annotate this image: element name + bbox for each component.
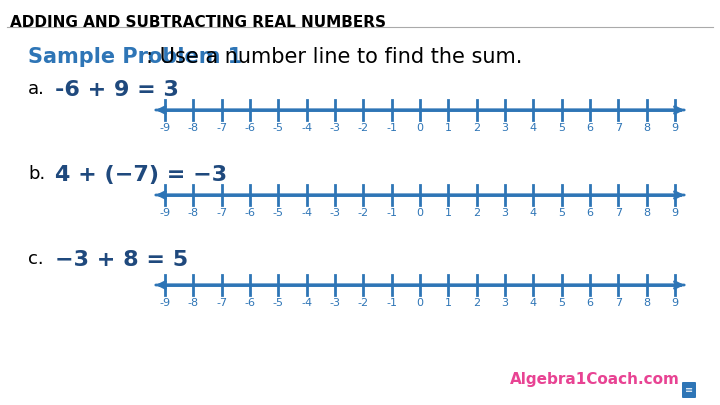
- Text: -2: -2: [358, 123, 369, 133]
- Text: 2: 2: [473, 298, 480, 308]
- Text: -4: -4: [301, 298, 312, 308]
- Text: -4: -4: [301, 208, 312, 218]
- Text: -2: -2: [358, 298, 369, 308]
- Text: -5: -5: [273, 298, 284, 308]
- Text: 4: 4: [530, 123, 537, 133]
- Text: -6 + 9 = 3: -6 + 9 = 3: [55, 80, 179, 100]
- Text: 8: 8: [643, 123, 650, 133]
- Text: -5: -5: [273, 123, 284, 133]
- Text: a.: a.: [28, 80, 45, 98]
- Text: 7: 7: [615, 298, 622, 308]
- Text: 8: 8: [643, 208, 650, 218]
- Text: -4: -4: [301, 123, 312, 133]
- Text: 8: 8: [643, 298, 650, 308]
- Text: 9: 9: [672, 298, 678, 308]
- Text: 7: 7: [615, 123, 622, 133]
- Text: 0: 0: [416, 208, 423, 218]
- Text: -3: -3: [330, 208, 341, 218]
- Text: -9: -9: [159, 208, 171, 218]
- Text: 2: 2: [473, 123, 480, 133]
- Text: c.: c.: [28, 250, 44, 268]
- Text: ADDING AND SUBTRACTING REAL NUMBERS: ADDING AND SUBTRACTING REAL NUMBERS: [10, 15, 386, 30]
- Text: -3: -3: [330, 123, 341, 133]
- Text: 1: 1: [445, 298, 452, 308]
- Text: -8: -8: [188, 123, 199, 133]
- Text: -8: -8: [188, 208, 199, 218]
- Text: 3: 3: [502, 123, 508, 133]
- Text: -6: -6: [245, 298, 256, 308]
- Text: 9: 9: [672, 208, 678, 218]
- Text: : Use a number line to find the sum.: : Use a number line to find the sum.: [146, 47, 523, 67]
- Text: -6: -6: [245, 123, 256, 133]
- FancyBboxPatch shape: [682, 382, 696, 398]
- Text: 1: 1: [445, 208, 452, 218]
- Text: −3 + 8 = 5: −3 + 8 = 5: [55, 250, 188, 270]
- Text: -7: -7: [216, 298, 228, 308]
- Text: -5: -5: [273, 208, 284, 218]
- Text: -7: -7: [216, 208, 228, 218]
- Text: 6: 6: [587, 208, 593, 218]
- Text: Algebra1Coach.com: Algebra1Coach.com: [510, 372, 680, 387]
- Text: 1: 1: [445, 123, 452, 133]
- Text: -2: -2: [358, 208, 369, 218]
- Text: b.: b.: [28, 165, 45, 183]
- Text: 3: 3: [502, 298, 508, 308]
- Text: 4: 4: [530, 298, 537, 308]
- Text: ≡: ≡: [685, 385, 693, 395]
- Text: 5: 5: [558, 123, 565, 133]
- Text: -9: -9: [159, 123, 171, 133]
- Text: 7: 7: [615, 208, 622, 218]
- Text: 4 + (−7) = −3: 4 + (−7) = −3: [55, 165, 227, 185]
- Text: -6: -6: [245, 208, 256, 218]
- Text: 0: 0: [416, 123, 423, 133]
- Text: -1: -1: [386, 123, 397, 133]
- Text: -1: -1: [386, 298, 397, 308]
- Text: 4: 4: [530, 208, 537, 218]
- Text: 2: 2: [473, 208, 480, 218]
- Text: -3: -3: [330, 298, 341, 308]
- Text: 6: 6: [587, 298, 593, 308]
- Text: -9: -9: [159, 298, 171, 308]
- Text: 5: 5: [558, 298, 565, 308]
- Text: -1: -1: [386, 208, 397, 218]
- Text: 5: 5: [558, 208, 565, 218]
- Text: Sample Problem 1: Sample Problem 1: [28, 47, 242, 67]
- Text: 9: 9: [672, 123, 678, 133]
- Text: 6: 6: [587, 123, 593, 133]
- Text: -7: -7: [216, 123, 228, 133]
- Text: 0: 0: [416, 298, 423, 308]
- Text: -8: -8: [188, 298, 199, 308]
- Text: 3: 3: [502, 208, 508, 218]
